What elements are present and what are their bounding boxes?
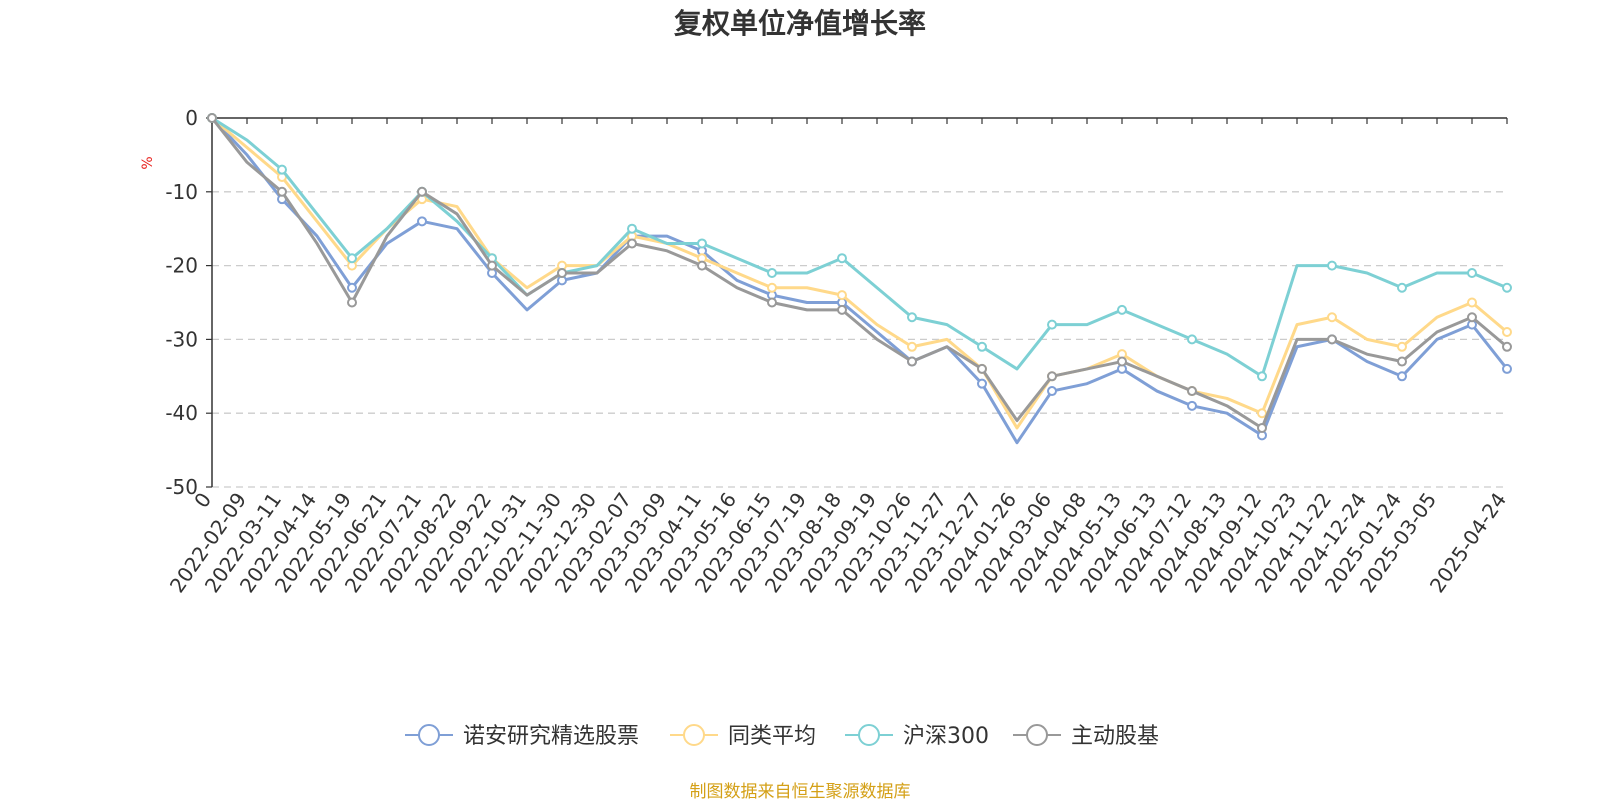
data-point <box>1257 422 1267 433</box>
data-point <box>977 378 987 389</box>
series-line <box>210 117 1508 430</box>
data-point <box>487 260 497 271</box>
data-point <box>1397 282 1407 293</box>
data-point <box>907 341 917 352</box>
series-group <box>207 113 1512 445</box>
data-point <box>767 267 777 278</box>
data-point <box>1187 400 1197 411</box>
data-point <box>1257 371 1267 382</box>
data-point <box>207 113 217 123</box>
x-axis-tick-labels: 02022-02-092022-03-112022-04-142022-05-1… <box>165 488 1511 597</box>
chart-title: 复权单位净值增长率 <box>674 7 926 40</box>
y-axis-tick-labels: 0 -10 -20 -30 -40 -50 <box>165 106 198 499</box>
legend-item[interactable]: 同类平均 <box>670 724 816 749</box>
data-point <box>1187 334 1197 345</box>
y-tick-label: -40 <box>165 401 198 425</box>
data-point <box>837 290 847 301</box>
axes <box>206 117 1508 488</box>
x-tick-label: 0 <box>189 488 216 512</box>
data-point <box>1397 341 1407 352</box>
legend-marker-symbol <box>418 724 440 746</box>
data-point <box>1502 327 1512 338</box>
data-point <box>1047 386 1057 397</box>
y-tick-label: -50 <box>165 475 198 499</box>
data-source-footer: 制图数据来自恒生聚源数据库 <box>690 782 911 800</box>
series-line <box>210 116 1509 445</box>
data-point <box>1327 334 1337 345</box>
data-point <box>977 341 987 352</box>
legend-item[interactable]: 主动股基 <box>1013 724 1159 749</box>
y-axis-unit-label: % <box>140 156 156 169</box>
legend-label: 主动股基 <box>1071 724 1159 749</box>
legend-item[interactable]: 诺安研究精选股票 <box>405 724 639 749</box>
data-point <box>767 282 777 293</box>
data-point <box>347 282 357 293</box>
data-point <box>907 312 917 323</box>
data-point <box>417 216 427 227</box>
data-point <box>1397 371 1407 382</box>
series-lines <box>207 113 1512 445</box>
data-point <box>697 260 707 271</box>
data-point <box>1187 386 1197 397</box>
data-point <box>1117 304 1127 315</box>
legend-marker-symbol <box>1026 724 1048 746</box>
data-point <box>837 253 847 264</box>
legend-marker-symbol <box>683 724 705 746</box>
data-point <box>767 297 777 308</box>
data-point <box>1502 363 1512 374</box>
data-point <box>557 267 567 278</box>
data-point <box>627 223 637 234</box>
data-point <box>1117 356 1127 367</box>
legend-label: 同类平均 <box>728 724 816 749</box>
data-point <box>417 186 427 197</box>
data-point <box>697 238 707 249</box>
legend-label: 诺安研究精选股票 <box>463 724 639 749</box>
y-tick-label: -20 <box>165 254 198 278</box>
legend-marker-symbol <box>858 724 880 746</box>
data-point <box>1047 319 1057 330</box>
series-group <box>207 113 1512 430</box>
data-point <box>1327 260 1337 271</box>
data-point <box>277 186 287 197</box>
legend[interactable]: 诺安研究精选股票 同类平均 沪深300 主动股基 <box>405 724 1159 749</box>
data-point <box>977 363 987 374</box>
data-point <box>1467 297 1477 308</box>
data-point <box>1327 312 1337 323</box>
data-point <box>1257 408 1267 419</box>
series-line <box>211 116 1508 378</box>
y-tick-label: -10 <box>165 180 198 204</box>
data-point <box>1502 341 1512 352</box>
data-point <box>1467 267 1477 278</box>
series-group <box>207 113 1512 433</box>
data-point <box>277 164 287 175</box>
series-line <box>211 116 1508 430</box>
y-tick-label: -30 <box>165 327 198 351</box>
data-point <box>1467 312 1477 323</box>
data-point <box>347 253 357 264</box>
data-point <box>347 297 357 308</box>
legend-label: 沪深300 <box>903 724 989 749</box>
data-point <box>627 238 637 249</box>
data-point <box>1397 356 1407 367</box>
data-point <box>1502 282 1512 293</box>
data-point <box>1047 371 1057 382</box>
y-tick-label: 0 <box>185 106 198 130</box>
legend-item[interactable]: 沪深300 <box>845 724 989 749</box>
data-point <box>837 304 847 315</box>
data-point <box>907 356 917 367</box>
